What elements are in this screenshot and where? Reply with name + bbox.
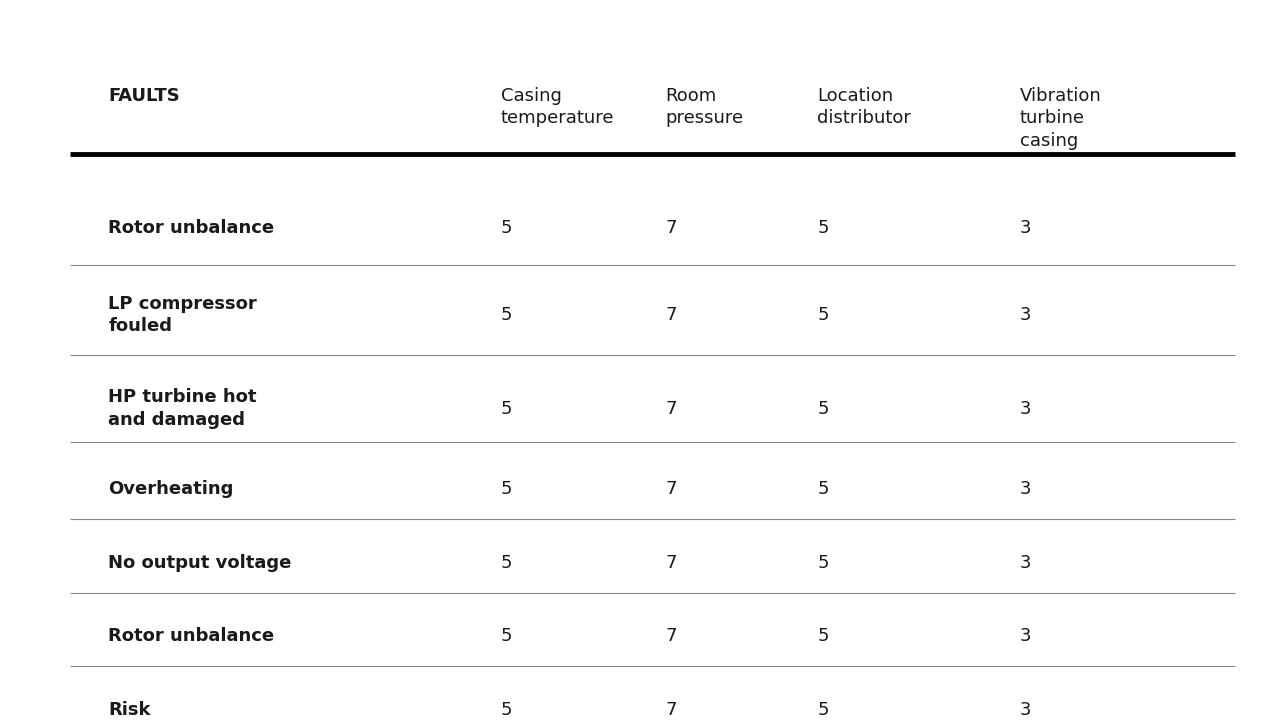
Text: 5: 5 <box>817 480 828 498</box>
Text: 7: 7 <box>666 701 677 719</box>
Text: Risk: Risk <box>109 701 151 719</box>
Text: Rotor unbalance: Rotor unbalance <box>109 219 274 237</box>
Text: 3: 3 <box>1020 554 1032 572</box>
Text: 7: 7 <box>666 306 677 324</box>
Text: 3: 3 <box>1020 219 1032 237</box>
Text: Rotor unbalance: Rotor unbalance <box>109 627 274 645</box>
Text: 3: 3 <box>1020 400 1032 418</box>
Text: LP compressor
fouled: LP compressor fouled <box>109 294 257 335</box>
Text: 5: 5 <box>500 306 512 324</box>
Text: 7: 7 <box>666 219 677 237</box>
Text: Room
pressure: Room pressure <box>666 87 744 127</box>
Text: Vibration
turbine
casing: Vibration turbine casing <box>1020 87 1102 150</box>
Text: 7: 7 <box>666 554 677 572</box>
Text: Location
distributor: Location distributor <box>817 87 911 127</box>
Text: 7: 7 <box>666 400 677 418</box>
Text: 5: 5 <box>500 219 512 237</box>
Text: 5: 5 <box>817 627 828 645</box>
Text: 3: 3 <box>1020 701 1032 719</box>
Text: 5: 5 <box>500 627 512 645</box>
Text: 5: 5 <box>500 400 512 418</box>
Text: 5: 5 <box>817 306 828 324</box>
Text: 3: 3 <box>1020 480 1032 498</box>
Text: 5: 5 <box>500 701 512 719</box>
Text: FAULTS: FAULTS <box>109 87 180 105</box>
Text: 5: 5 <box>500 554 512 572</box>
Text: HP turbine hot
and damaged: HP turbine hot and damaged <box>109 389 257 428</box>
Text: 3: 3 <box>1020 627 1032 645</box>
Text: 5: 5 <box>817 701 828 719</box>
Text: 5: 5 <box>817 554 828 572</box>
Text: Overheating: Overheating <box>109 480 234 498</box>
Text: 5: 5 <box>817 219 828 237</box>
Text: No output voltage: No output voltage <box>109 554 292 572</box>
Text: 3: 3 <box>1020 306 1032 324</box>
Text: 5: 5 <box>500 480 512 498</box>
Text: 7: 7 <box>666 480 677 498</box>
Text: 5: 5 <box>817 400 828 418</box>
Text: Casing
temperature: Casing temperature <box>500 87 614 127</box>
Text: 7: 7 <box>666 627 677 645</box>
